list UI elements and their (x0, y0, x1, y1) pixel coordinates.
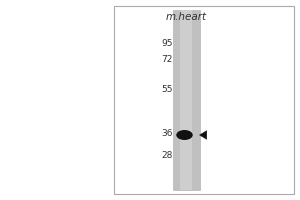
Text: 95: 95 (161, 40, 172, 48)
Ellipse shape (176, 130, 193, 140)
Bar (180, 10, 192, 190)
Bar (172, 10, 200, 190)
Text: 36: 36 (161, 130, 172, 138)
Text: 28: 28 (161, 150, 172, 160)
FancyBboxPatch shape (114, 6, 294, 194)
Polygon shape (200, 131, 207, 139)
Text: 55: 55 (161, 85, 172, 94)
Text: 72: 72 (161, 55, 172, 64)
Text: m.heart: m.heart (165, 12, 207, 22)
